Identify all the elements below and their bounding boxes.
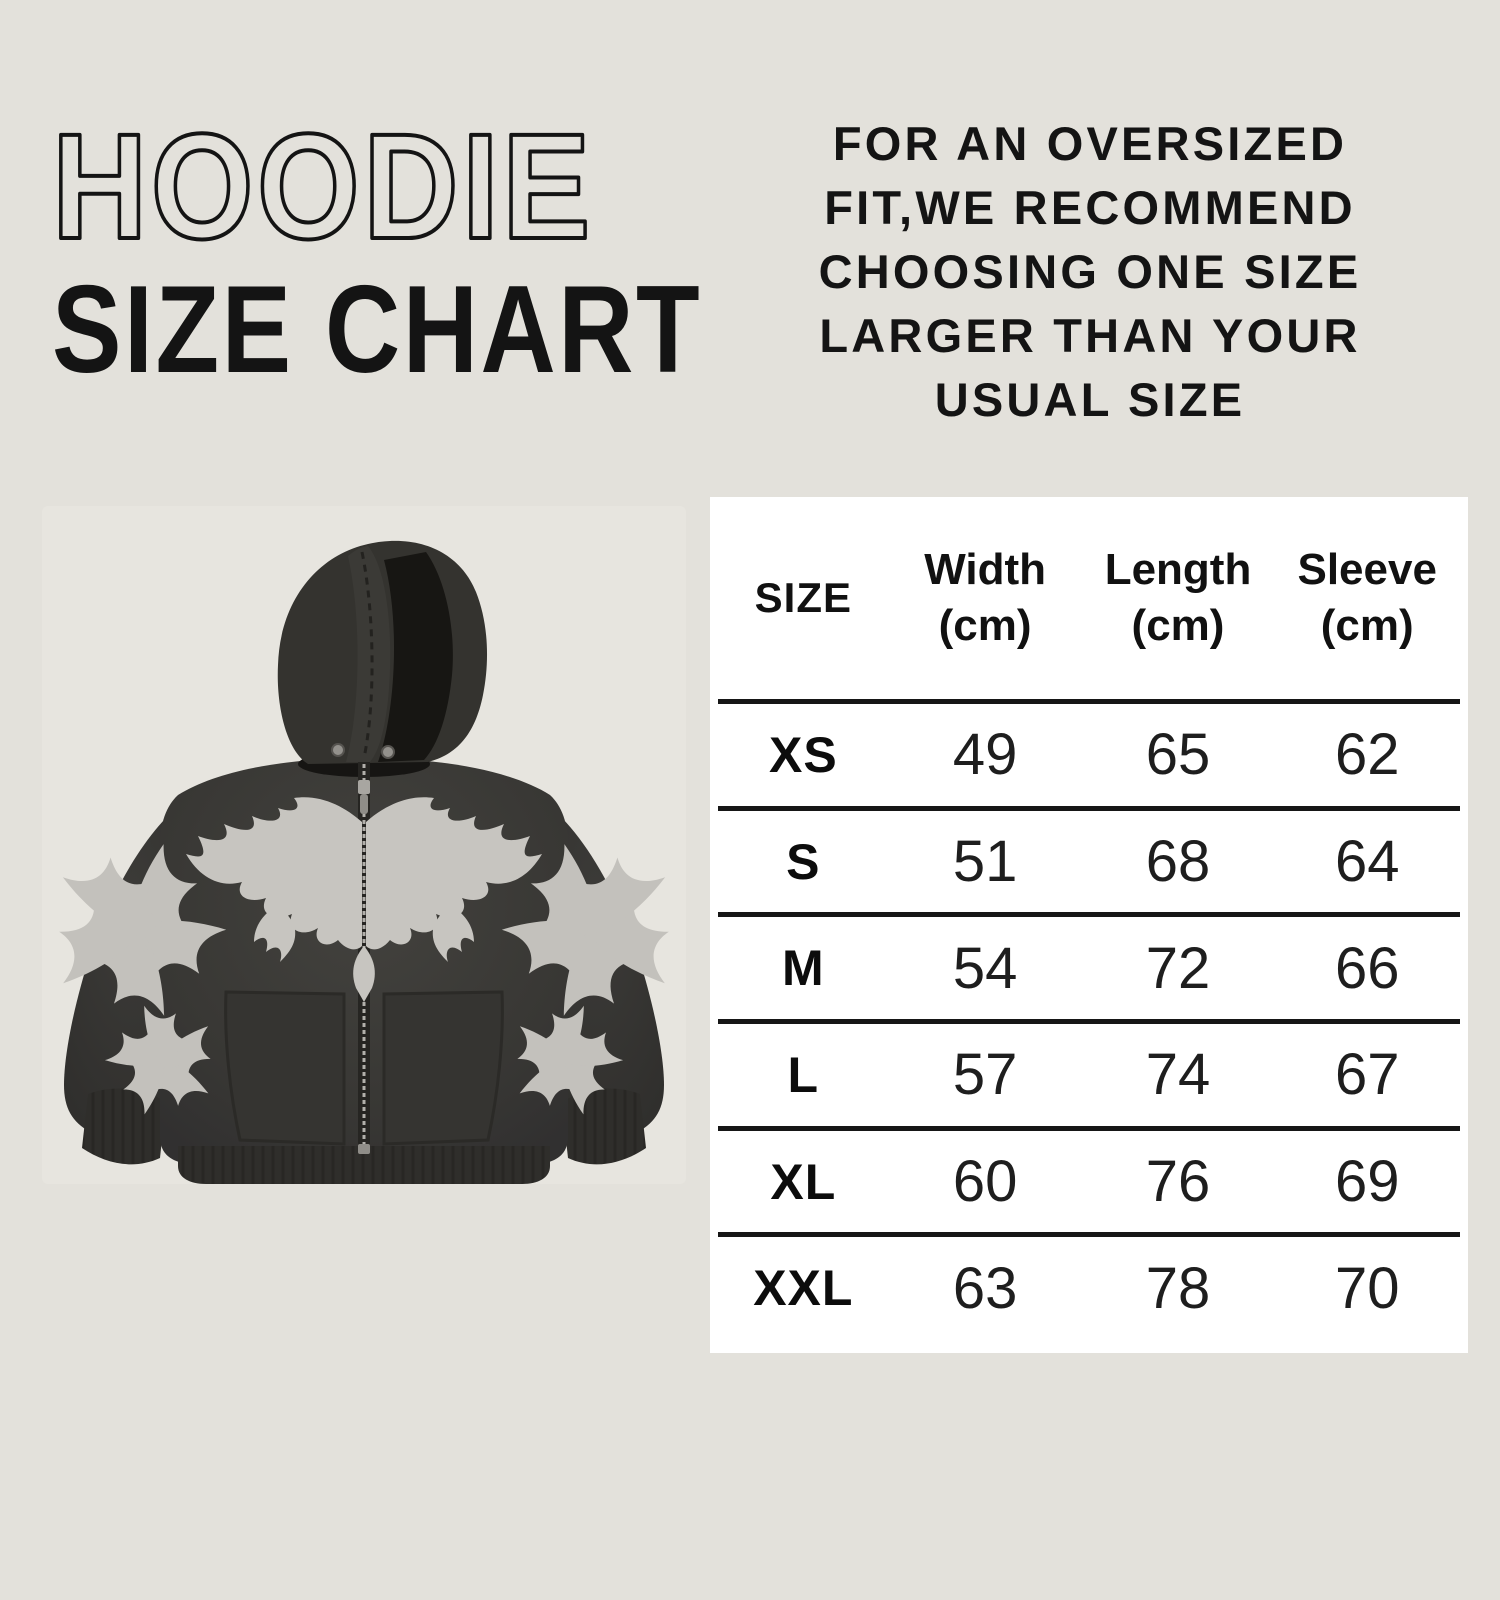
cell-sleeve: 69 <box>1334 1149 1400 1215</box>
cell-length: 78 <box>1145 1255 1211 1321</box>
cell-size: XS <box>768 726 838 783</box>
cell-width: 57 <box>952 1042 1018 1108</box>
page-title: HOODIE SIZE CHART <box>50 100 702 399</box>
table-row-s: S 51 68 64 <box>718 811 1460 918</box>
table-row-xs: XS 49 65 62 <box>718 704 1460 811</box>
cell-length: 65 <box>1145 722 1211 788</box>
zipper-pull <box>360 794 368 814</box>
chest-tribal-graphic <box>186 797 542 1002</box>
cell-size: S <box>786 833 821 890</box>
title-outline-text: HOODIE <box>52 102 594 270</box>
cell-length: 74 <box>1145 1042 1211 1108</box>
hood-lining <box>378 552 453 762</box>
column-header-length: Length (cm) <box>1104 545 1252 650</box>
cell-sleeve: 66 <box>1334 935 1400 1001</box>
kangaroo-pockets <box>224 990 504 1146</box>
cell-sleeve: 64 <box>1334 829 1400 894</box>
size-table-header: SIZE Width (cm) Length (cm) Sleeve (cm) <box>718 497 1460 704</box>
column-header-width: Width (cm) <box>924 545 1046 650</box>
cell-length: 72 <box>1145 935 1211 1001</box>
cell-sleeve: 70 <box>1334 1255 1400 1321</box>
hood <box>277 540 488 764</box>
cell-width: 63 <box>952 1255 1018 1321</box>
cell-size: XXL <box>753 1260 854 1317</box>
cell-size: L <box>787 1046 820 1103</box>
hoodie-photo <box>28 506 700 1184</box>
cell-size: M <box>782 940 825 997</box>
column-header-size: SIZE <box>754 574 852 621</box>
note-line: LARGER THAN YOUR <box>819 309 1361 362</box>
hem-rib <box>178 1146 550 1184</box>
title-solid-text: SIZE CHART <box>52 260 702 399</box>
cell-length: 68 <box>1145 829 1211 894</box>
column-header-sleeve: Sleeve (cm) <box>1297 545 1437 650</box>
cell-sleeve: 67 <box>1334 1042 1400 1108</box>
oversized-fit-note: FOR AN OVERSIZED FIT,WE RECOMMEND CHOOSI… <box>790 112 1390 432</box>
cell-sleeve: 62 <box>1334 722 1400 788</box>
note-line: CHOOSING ONE SIZE <box>818 245 1362 298</box>
table-row-xl: XL 60 76 69 <box>718 1131 1460 1238</box>
left-eyelet <box>331 743 345 757</box>
cell-width: 51 <box>952 829 1018 894</box>
cell-length: 76 <box>1145 1149 1211 1215</box>
table-row-xxl: XXL 63 78 70 <box>718 1237 1460 1339</box>
cell-width: 60 <box>952 1149 1018 1215</box>
cell-width: 54 <box>952 935 1018 1001</box>
right-eyelet <box>381 745 395 759</box>
note-line: USUAL SIZE <box>934 373 1246 426</box>
hoodie-illustration <box>28 540 700 1184</box>
cell-width: 49 <box>952 722 1018 788</box>
cell-size: XL <box>770 1153 837 1210</box>
note-line: FIT,WE RECOMMEND <box>824 181 1356 234</box>
table-row-m: M 54 72 66 <box>718 917 1460 1025</box>
table-row-l: L 57 74 67 <box>718 1024 1460 1131</box>
note-line: FOR AN OVERSIZED <box>832 117 1348 170</box>
size-table: SIZE Width (cm) Length (cm) Sleeve (cm) … <box>710 497 1468 1353</box>
